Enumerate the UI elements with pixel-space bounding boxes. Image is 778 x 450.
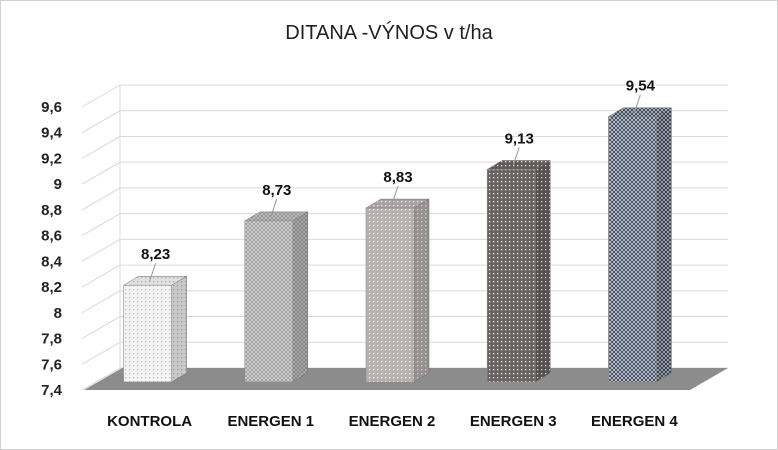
- bar-top-shade: [366, 199, 429, 209]
- leader-line: [149, 263, 157, 282]
- gridline-side: [81, 290, 121, 314]
- data-label: 9,54: [626, 78, 656, 95]
- bar-side-shade: [414, 199, 429, 382]
- category-label: ENERGEN 4: [591, 413, 678, 430]
- category-label: ENERGEN 2: [349, 413, 436, 430]
- gridline-side: [81, 367, 121, 391]
- bar-top-shade: [608, 107, 672, 117]
- y-tick-label: 9,4: [41, 125, 63, 142]
- bar-front: [486, 169, 536, 383]
- gridline-side: [81, 238, 121, 262]
- y-tick-label: 7,8: [41, 331, 62, 348]
- leader-line: [270, 198, 278, 218]
- bar-side-shade: [171, 276, 187, 382]
- bars: [122, 107, 673, 383]
- leader-line: [633, 94, 641, 113]
- bar-front: [244, 220, 294, 383]
- category-label: KONTROLA: [107, 413, 192, 430]
- y-tick-label: 8,4: [41, 253, 63, 270]
- y-tick-label: 8,8: [41, 202, 62, 219]
- y-tick-label: 8,2: [41, 279, 62, 296]
- data-labels: 8,23 8,73 8,83 9,13 9,54: [141, 78, 656, 282]
- y-tick-label: 9,2: [41, 150, 62, 167]
- data-label: 8,23: [141, 246, 170, 263]
- gridline-side: [81, 136, 121, 159]
- bar-front: [365, 207, 415, 383]
- bar-front: [608, 116, 657, 383]
- gridline-side: [81, 187, 121, 211]
- bar-top-shade: [487, 160, 551, 170]
- bar-top-shade: [123, 276, 187, 286]
- gridline-side: [81, 213, 121, 237]
- bar-energen-2: [365, 198, 430, 383]
- gridline-side: [81, 341, 121, 365]
- x-axis: KONTROLA ENERGEN 1 ENERGEN 2 ENERGEN 3 ENERG…: [107, 413, 678, 430]
- bar-side-shade: [292, 211, 308, 382]
- data-label: 8,73: [262, 182, 291, 199]
- leader-line: [512, 147, 520, 166]
- bar-side-shade: [656, 107, 672, 382]
- gridline-side: [81, 316, 121, 339]
- leader-line: [391, 185, 399, 205]
- bar-top-shade: [244, 211, 308, 221]
- y-tick-label: 7,6: [41, 356, 62, 373]
- bar-side-shade: [535, 160, 551, 382]
- y-tick-label: 8: [54, 305, 62, 322]
- bar-kontrola: [122, 275, 188, 383]
- y-tick-label: 9: [54, 176, 62, 193]
- y-axis: 7,4 7,6 7,8 8 8,2 8,4 8,6 8,8 9 9,2 9,4 9,6: [41, 99, 63, 399]
- gridline-side: [81, 264, 121, 288]
- gridline-side: [81, 161, 121, 185]
- category-label: ENERGEN 1: [227, 413, 314, 430]
- bar-energen-3: [486, 160, 552, 383]
- bar-front: [123, 284, 172, 383]
- y-tick-label: 8,6: [41, 228, 62, 245]
- data-label: 8,83: [383, 169, 412, 186]
- bar-energen-4: [607, 107, 673, 383]
- data-label: 9,13: [505, 130, 534, 147]
- gridline-side: [81, 84, 121, 108]
- chart-title: DITANA -VÝNOS v t/ha: [285, 22, 493, 44]
- y-tick-label: 9,6: [41, 99, 62, 116]
- y-tick-label: 7,4: [41, 382, 63, 399]
- bar-energen-1: [243, 211, 309, 383]
- gridline-side: [81, 110, 121, 134]
- category-label: ENERGEN 3: [470, 413, 557, 430]
